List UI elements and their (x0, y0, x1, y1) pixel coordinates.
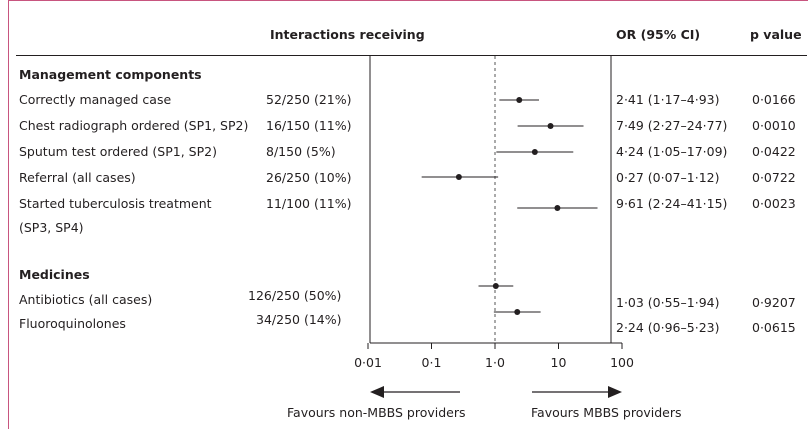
row-label: Referral (all cases) (19, 170, 136, 185)
row-or-text: 9·61 (2·24–41·15) (616, 196, 728, 211)
arrow-right-head (608, 386, 622, 398)
row-or-text: 2·41 (1·17–4·93) (616, 92, 720, 107)
or-point (554, 205, 561, 211)
x-tick-label: 10 (551, 355, 567, 370)
plot-marks (421, 97, 598, 315)
row-or-text: 2·24 (0·96–5·23) (616, 320, 720, 335)
row-label: Correctly managed case (19, 92, 172, 107)
x-tick-label: 1·0 (485, 355, 505, 370)
frame-left-border (8, 0, 9, 429)
row-count: 26/250 (10%) (266, 170, 352, 185)
row-label-continued: (SP3, SP4) (19, 220, 84, 235)
row-or-text: 1·03 (0·55–1·94) (616, 295, 720, 310)
or-point (514, 309, 521, 315)
row-p: 0·0722 (752, 170, 796, 185)
header-interactions: Interactions receiving (270, 27, 425, 42)
row-count: 52/250 (21%) (266, 92, 352, 107)
arrow-right (532, 386, 622, 398)
row-count: 16/150 (11%) (266, 118, 352, 133)
arrow-left (370, 386, 460, 398)
row-label: Chest radiograph ordered (SP1, SP2) (19, 118, 249, 133)
row-label: Antibiotics (all cases) (19, 292, 153, 307)
or-point (455, 174, 462, 180)
or-point (547, 123, 554, 129)
row-p: 0·0010 (752, 118, 796, 133)
section-title-management: Management components (19, 67, 202, 82)
arrow-left-head (370, 386, 384, 398)
row-p: 0·0023 (752, 196, 796, 211)
row-count: 34/250 (14%) (256, 312, 342, 327)
row-or-text: 7·49 (2·27–24·77) (616, 118, 728, 133)
x-tick-label: 100 (610, 355, 634, 370)
x-axis-ticks: 0·01 0·1 1·0 10 100 (354, 343, 634, 370)
row-p: 0·9207 (752, 295, 796, 310)
row-or-text: 4·24 (1·05–17·09) (616, 144, 728, 159)
or-point (492, 283, 499, 289)
or-point (516, 97, 523, 103)
or-point (531, 149, 538, 155)
frame-top-border (8, 0, 808, 1)
row-label: Fluoroquinolones (19, 316, 126, 331)
row-or-text: 0·27 (0·07–1·12) (616, 170, 720, 185)
row-label: Started tuberculosis treatment (19, 196, 212, 211)
x-tick-label: 0·01 (354, 355, 382, 370)
row-count: 126/250 (50%) (248, 288, 342, 303)
row-label: Sputum test ordered (SP1, SP2) (19, 144, 217, 159)
favours-left-label: Favours non-MBBS providers (287, 405, 466, 420)
section-title-medicines: Medicines (19, 267, 90, 282)
x-tick-label: 0·1 (422, 355, 442, 370)
row-p: 0·0166 (752, 92, 796, 107)
row-count: 11/100 (11%) (266, 196, 352, 211)
header-rule (16, 55, 807, 56)
row-p: 0·0615 (752, 320, 796, 335)
header-p: p value (750, 27, 802, 42)
row-p: 0·0422 (752, 144, 796, 159)
header-or: OR (95% CI) (616, 27, 701, 42)
favours-right-label: Favours MBBS providers (531, 405, 682, 420)
row-count: 8/150 (5%) (266, 144, 336, 159)
